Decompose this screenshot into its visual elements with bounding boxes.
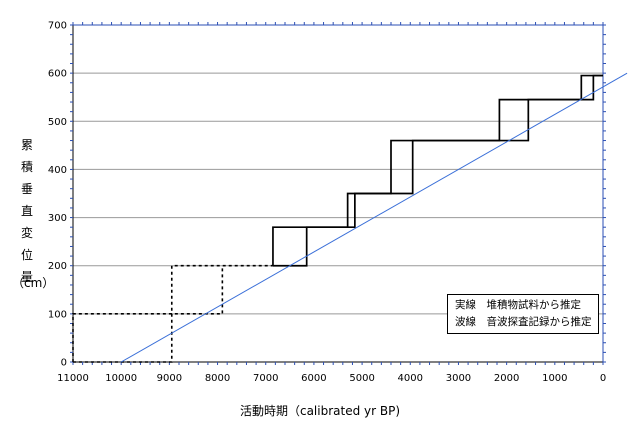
x-tick-label: 9000 (157, 373, 182, 384)
y-axis-unit: （cm） (12, 276, 55, 290)
y-tick-label: 0 (61, 358, 67, 369)
legend: 実線 堆積物試料から推定 波線 音波探査記録から推定 (447, 294, 599, 334)
y-axis-label-char: 直 (20, 204, 33, 218)
y-axis-label: 累積垂直変位量 (16, 134, 38, 288)
y-tick-label: 500 (48, 117, 67, 128)
y-axis-label-char: 変 (20, 226, 33, 240)
x-tick-label: 5000 (349, 373, 374, 384)
y-tick-label: 600 (48, 69, 67, 80)
x-axis-label: 活動時期（calibrated yr BP) (239, 404, 401, 418)
y-tick-label: 100 (48, 309, 67, 320)
x-tick-label: 10000 (105, 373, 137, 384)
legend-line-dashed: 波線 音波探査記録から推定 (455, 316, 592, 328)
y-axis-label-char: 位 (20, 248, 33, 262)
y-tick-label: 300 (48, 213, 67, 224)
x-tick-label: 4000 (398, 373, 423, 384)
x-tick-label: 7000 (253, 373, 278, 384)
x-tick-label: 1000 (542, 373, 567, 384)
x-tick-label: 2000 (494, 373, 519, 384)
y-tick-label: 200 (48, 261, 67, 272)
x-tick-label: 11000 (57, 373, 89, 384)
x-tick-label: 0 (600, 373, 606, 384)
y-axis-label-char: 累 (20, 138, 33, 152)
solid-step-line-lower (272, 74, 603, 267)
solid-step-line-upper (272, 74, 603, 266)
y-axis-label-char: 垂 (20, 182, 33, 196)
y-axis-label-char: 積 (20, 160, 33, 174)
y-tick-label: 700 (48, 21, 67, 32)
trend-line (120, 72, 628, 363)
dashed-step-line-lower (73, 265, 224, 363)
y-tick-label: 400 (48, 165, 67, 176)
x-tick-label: 6000 (301, 373, 326, 384)
y-axis-label-char: 量 (20, 270, 33, 284)
x-tick-label: 3000 (446, 373, 471, 384)
legend-line-solid: 実線 堆積物試料から推定 (455, 299, 581, 311)
x-tick-label: 8000 (205, 373, 230, 384)
